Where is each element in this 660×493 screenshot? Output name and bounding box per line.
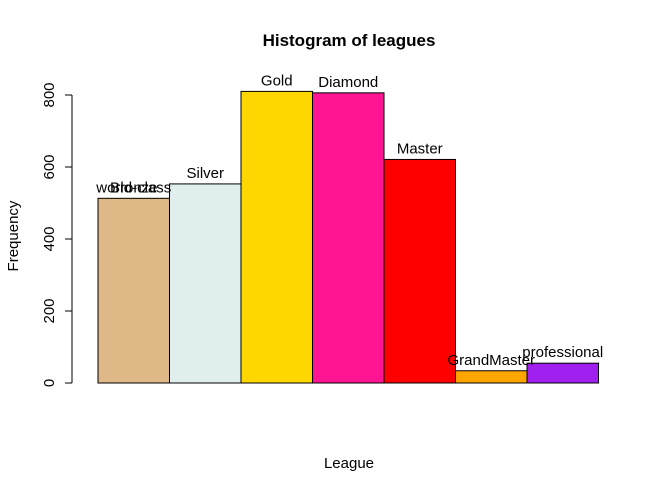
bar-label-professional: professional xyxy=(522,344,603,361)
y-axis: 0 200 400 600 800 xyxy=(41,82,73,387)
y-tick-label: 800 xyxy=(41,82,58,107)
bar-label-diamond: Diamond xyxy=(318,74,378,91)
bar-gold xyxy=(240,90,313,384)
bar-label-extra: world-class xyxy=(95,179,171,196)
bar-labels-group: Bronze Silver Gold Diamond Master GrandMaster… xyxy=(95,72,603,368)
y-tick-label: 200 xyxy=(41,298,58,323)
bar-silver xyxy=(169,183,242,384)
y-tick-label: 400 xyxy=(41,226,58,251)
chart-title: Histogram of leagues xyxy=(263,31,436,50)
bar-label-silver: Silver xyxy=(186,165,224,182)
bar-grandmaster xyxy=(455,370,528,384)
x-axis-label: League xyxy=(324,455,374,472)
bar-label-master: Master xyxy=(397,140,443,157)
y-axis-label: Frequency xyxy=(5,200,22,271)
bar-label-grandmaster: GrandMaster xyxy=(447,352,535,369)
y-tick-label: 0 xyxy=(41,379,58,387)
bar-professional xyxy=(526,362,599,384)
bar-label-bronze: Bronze xyxy=(110,179,158,196)
bar-diamond xyxy=(312,92,385,384)
bars-group xyxy=(97,90,599,384)
bar-master xyxy=(383,158,456,384)
bar-label-gold: Gold xyxy=(261,72,293,89)
y-tick-label: 600 xyxy=(41,154,58,179)
bar-bronze xyxy=(97,197,170,384)
